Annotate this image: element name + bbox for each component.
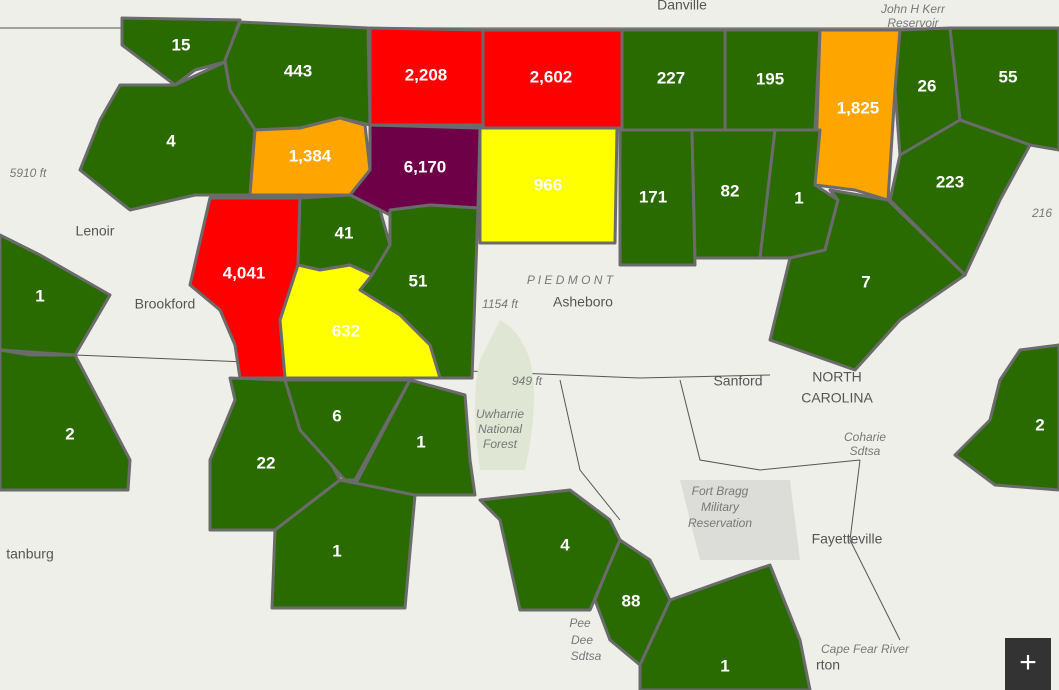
county-count: 1 <box>720 656 729 675</box>
place-label: Sdtsa <box>850 444 881 458</box>
county-count: 227 <box>657 68 685 87</box>
place-label: John H Kerr <box>880 2 946 16</box>
county-count: 1 <box>416 432 425 451</box>
county <box>278 263 442 380</box>
county-count: 1,825 <box>837 98 880 117</box>
county <box>953 343 1059 492</box>
place-label: Forest <box>483 437 518 451</box>
place-label: Pee <box>569 616 591 630</box>
county-count: 41 <box>335 223 354 242</box>
county <box>0 348 132 492</box>
place-label: 949 ft <box>512 374 543 388</box>
county-count: 2 <box>1035 415 1044 434</box>
place-label: 216 <box>1031 206 1052 220</box>
place-label: Military <box>701 500 740 514</box>
county-count: 6 <box>332 406 341 425</box>
county-count: 2,602 <box>530 67 573 86</box>
place-label: tanburg <box>6 546 53 562</box>
county-line <box>559 379 901 641</box>
place-label: Coharie <box>844 430 886 444</box>
county-count: 2,208 <box>405 65 448 84</box>
place-label: Danville <box>657 0 707 13</box>
county <box>248 116 372 197</box>
zoom-in-button[interactable]: + <box>1005 638 1051 690</box>
county-count: 15 <box>172 35 191 54</box>
county-count: 7 <box>861 272 870 291</box>
place-label: Lenoir <box>76 223 115 239</box>
county <box>0 233 112 357</box>
place-label: Brookford <box>135 296 196 312</box>
county-count: 1 <box>332 541 341 560</box>
county-count: 55 <box>999 67 1018 86</box>
place-label: Asheboro <box>553 294 613 310</box>
place-label: 5910 ft <box>10 166 47 180</box>
county-count: 26 <box>918 76 937 95</box>
county <box>768 188 967 372</box>
place-label: Reservation <box>688 516 752 530</box>
county-count: 82 <box>721 181 740 200</box>
county-count: 1 <box>794 188 803 207</box>
county <box>270 478 417 610</box>
place-label: 1154 ft <box>482 297 518 311</box>
place-label: Uwharrie <box>476 407 524 421</box>
county <box>478 126 619 245</box>
county <box>283 378 412 482</box>
military-area <box>680 480 800 560</box>
place-label: Dee <box>571 633 593 647</box>
county-count: 2 <box>65 424 74 443</box>
county-count: 966 <box>534 175 562 194</box>
place-label: National <box>478 422 522 436</box>
place-label: CAROLINA <box>801 390 873 406</box>
county <box>948 26 1059 152</box>
county-count: 443 <box>284 61 312 80</box>
county <box>638 563 812 690</box>
county-count: 4,041 <box>223 263 266 282</box>
county-count: 223 <box>936 172 964 191</box>
place-label: Fayetteville <box>812 531 883 547</box>
county-count: 1,384 <box>289 146 332 165</box>
forest-area <box>475 320 534 470</box>
county-count: 4 <box>166 131 176 150</box>
county-count: 1 <box>35 286 44 305</box>
place-label: Fort Bragg <box>692 484 749 498</box>
place-label: Reservoir <box>887 16 939 30</box>
county <box>618 128 697 267</box>
county-count: 6,170 <box>404 157 447 176</box>
county-count: 51 <box>409 271 428 290</box>
place-label: P I E D M O N T <box>527 273 615 287</box>
county-count: 88 <box>622 591 641 610</box>
county <box>120 16 242 87</box>
place-label: Sdtsa <box>571 649 602 663</box>
place-label: rton <box>816 657 840 673</box>
place-label: NORTH <box>812 369 862 385</box>
county-count: 632 <box>332 321 360 340</box>
county-count: 4 <box>560 535 570 554</box>
county-count: 195 <box>756 69 784 88</box>
county-count: 22 <box>257 453 276 472</box>
place-label: Cape Fear River <box>821 642 910 656</box>
place-label: Sanford <box>713 373 762 389</box>
county <box>593 538 672 667</box>
county-count: 171 <box>639 187 667 206</box>
